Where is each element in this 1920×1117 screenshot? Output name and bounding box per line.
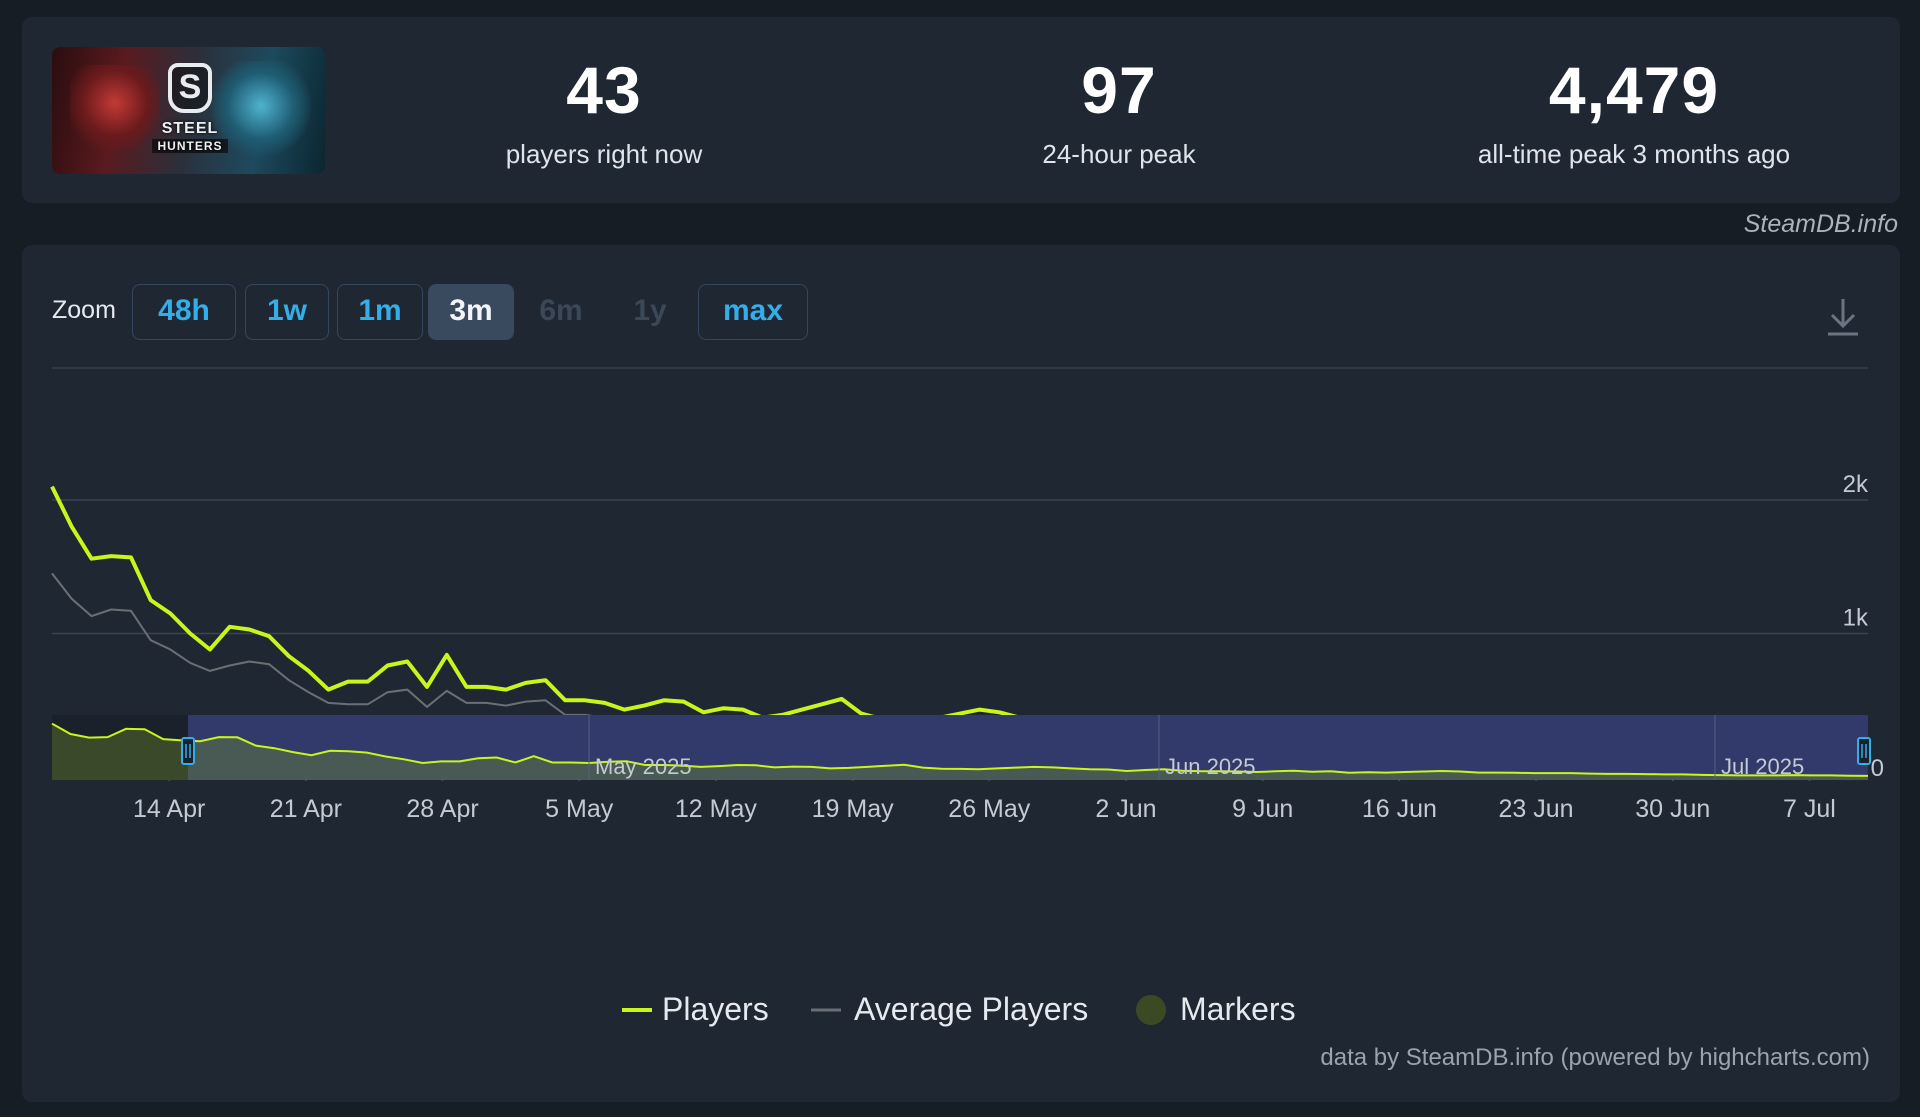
x-tick-label: 28 Apr [406,795,478,823]
zoom-max-button[interactable]: max [698,284,808,340]
stat-current-label: players right now [505,139,703,169]
legend-players-swatch [622,1008,652,1012]
x-tick-label: 16 Jun [1362,795,1437,823]
navigator-series-area [52,723,1868,780]
stat-24h-peak: 97 24-hour peak [919,57,1319,170]
x-tick-label: 21 Apr [270,795,342,823]
stat-24h-label: 24-hour peak [1042,139,1196,169]
x-tick-label: 30 Jun [1635,795,1710,823]
summary-card: S STEEL HUNTERS 43 players right now 97 … [22,17,1900,203]
x-tick-label: 9 Jun [1232,795,1293,823]
y-tick-label: 0 [1871,755,1884,782]
game-logo-emblem: S [168,63,212,113]
game-capsule-image[interactable]: S STEEL HUNTERS [52,47,325,174]
stat-current-players: 43 players right now [404,57,804,170]
stat-current-value: 43 [566,53,642,127]
chart-card: Zoom 48h 1w 1m 3m 6m 1y max 0 1k 2k 14 Apr 2… [22,245,1900,1102]
legend-average-label[interactable]: Average Players [854,991,1089,1027]
navigator-month-label: May 2025 [595,754,692,779]
y-tick-label: 2k [1843,471,1869,498]
y-tick-label: 1k [1843,605,1869,632]
zoom-1m-button[interactable]: 1m [337,284,423,340]
stat-24h-value: 97 [1081,53,1157,127]
highcharts-credit[interactable]: data by SteamDB.info (powered by highcha… [1320,1044,1870,1071]
zoom-48h-button[interactable]: 48h [132,284,236,340]
x-tick-label: 14 Apr [133,795,205,823]
zoom-1w-button[interactable]: 1w [245,284,329,340]
stat-alltime-value: 4,479 [1548,53,1720,127]
x-tick-label: 12 May [675,795,757,823]
navigator-month-label: Jun 2025 [1165,754,1256,779]
stat-alltime-label: all-time peak 3 months ago [1477,139,1791,169]
stat-alltime-peak: 4,479 all-time peak 3 months ago [1434,57,1834,170]
navigator-selected-range [188,715,1868,780]
zoom-1y-button: 1y [633,294,667,327]
zoom-3m-button[interactable]: 3m [428,284,514,340]
legend-players-label[interactable]: Players [662,991,769,1027]
player-count-chart[interactable]: 0 1k 2k 14 Apr 21 Apr 28 Apr 5 May 12 May 19 May… [22,245,1900,1102]
steamdb-credit-link[interactable]: SteamDB.info [1743,210,1898,238]
x-tick-label: 23 Jun [1499,795,1574,823]
download-icon[interactable] [1826,297,1860,337]
game-logo-text-top: STEEL [161,120,219,137]
x-tick-label: 19 May [812,795,894,823]
x-tick-label: 2 Jun [1095,795,1156,823]
navigator-left-handle[interactable] [181,737,195,765]
x-tick-label: 5 May [545,795,614,823]
x-tick-label: 7 Jul [1783,795,1836,823]
navigator-series-line [51,722,1869,777]
navigator-right-handle[interactable] [1857,737,1871,765]
legend-markers-label[interactable]: Markers [1180,991,1296,1027]
zoom-6m-button: 6m [539,294,583,327]
legend-average-swatch [811,1008,841,1012]
legend-markers-swatch [1136,995,1166,1025]
red-mech-art [70,65,160,160]
navigator-month-label: Jul 2025 [1721,754,1804,779]
game-logo-text-bottom: HUNTERS [152,139,228,153]
x-tick-label: 26 May [948,795,1030,823]
zoom-label: Zoom [52,296,116,324]
